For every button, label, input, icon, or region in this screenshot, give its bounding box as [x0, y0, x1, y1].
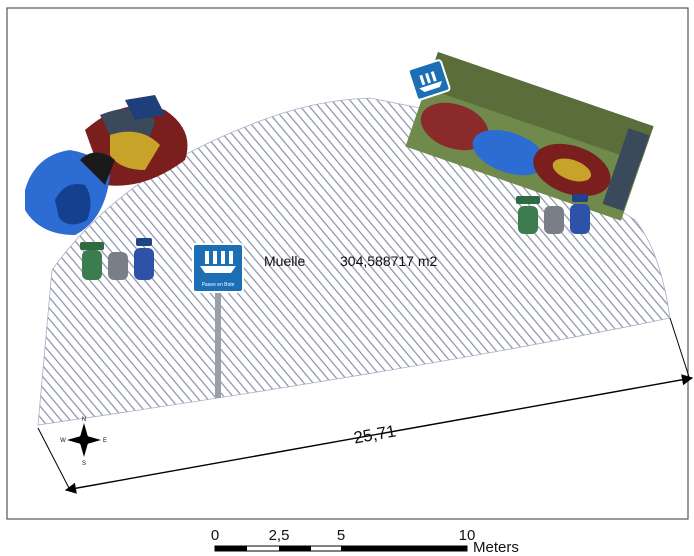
scale-tick-label: 5: [337, 527, 345, 544]
scale-bar: 0 2,5 5 10 Meters: [211, 527, 519, 556]
compass-w: W: [60, 438, 66, 444]
kayak-pile-icon: [25, 95, 188, 235]
recycling-bins-icon: [516, 194, 590, 234]
dimension-extension-line: [37, 427, 71, 491]
pier-sign-caption: Paseo en Bote: [202, 282, 235, 288]
boat-tour-sign-icon: [407, 59, 451, 101]
scale-tick-label: 10: [459, 527, 476, 544]
scale-tick-label: 0: [211, 527, 219, 544]
dimension-extension-line: [669, 317, 691, 381]
area-value: 304,588717 m2: [340, 253, 438, 269]
recycling-bins-icon: [80, 238, 154, 280]
compass-n: N: [82, 417, 86, 423]
pier-sign: Paseo en Bote: [192, 243, 244, 398]
north-arrow-icon: N S E W: [60, 417, 107, 467]
feature-label: Muelle: [264, 253, 305, 269]
kayak-photo-icon: [405, 52, 654, 221]
compass-e: E: [103, 438, 107, 444]
scale-unit-label: Meters: [473, 539, 519, 556]
compass-s: S: [82, 461, 86, 467]
scale-tick-label: 2,5: [269, 527, 290, 544]
dimension-line: [64, 374, 694, 494]
